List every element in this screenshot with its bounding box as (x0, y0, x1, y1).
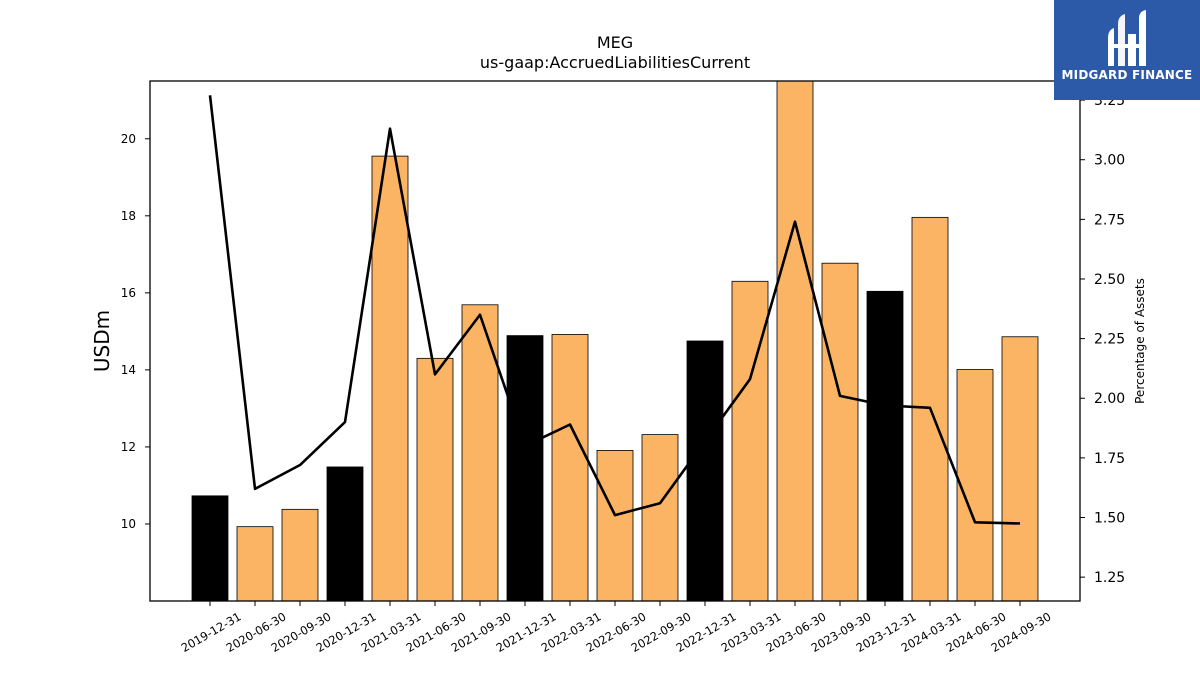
x-axis: 2019-12-312020-06-302020-09-302020-12-31… (179, 601, 1054, 655)
y2-tick-label: 2.25 (1094, 332, 1125, 348)
bars-layer (191, 80, 1039, 602)
bar-2024-06-30 (956, 369, 994, 602)
y-tick-label: 18 (121, 209, 136, 223)
y-tick-label: 20 (121, 132, 136, 146)
y2-tick-label: 3.00 (1094, 153, 1125, 169)
bar-2022-09-30 (641, 434, 679, 602)
y2-tick-label: 1.50 (1094, 511, 1125, 527)
logo-text: MIDGARD FINANCE (1061, 68, 1193, 82)
y-axis-right: 1.251.501.752.002.252.502.753.003.25 (1080, 93, 1125, 586)
bar-2021-03-31 (371, 155, 409, 602)
bar-2020-06-30 (236, 526, 274, 602)
bar-2021-12-31 (506, 335, 544, 602)
line-layer (208, 95, 1021, 525)
y2-tick-label: 2.50 (1094, 272, 1125, 288)
bar-2022-06-30 (596, 449, 634, 602)
y-axis-left: 10 12 14 16 18 20 (121, 132, 150, 531)
y-tick-label: 12 (121, 440, 136, 454)
y2-tick-label: 2.00 (1094, 391, 1125, 407)
bar-2020-09-30 (281, 508, 319, 602)
bar-2023-12-31 (866, 290, 904, 602)
bar-2023-06-30 (776, 80, 814, 602)
y-axis-label: USDm (90, 310, 114, 372)
bar-2022-03-31 (551, 334, 589, 602)
logo-mark-icon (1108, 10, 1146, 66)
bar-2023-03-31 (731, 280, 769, 602)
bar-2021-09-30 (461, 304, 499, 602)
y-tick-label: 14 (121, 363, 136, 377)
y2-tick-label: 2.75 (1094, 212, 1125, 228)
bar-2019-12-31 (191, 495, 229, 602)
y2-axis-label: Percentage of Assets (1133, 278, 1147, 404)
bar-2020-12-31 (326, 466, 364, 602)
bar-2021-06-30 (416, 357, 454, 602)
chart-title: MEG (597, 33, 633, 52)
y-tick-label: 10 (121, 517, 136, 531)
brand-logo: MIDGARD FINANCE (1054, 0, 1200, 100)
bar-2023-09-30 (821, 262, 859, 602)
chart-subtitle: us-gaap:AccruedLiabilitiesCurrent (480, 53, 750, 72)
bar-2024-09-30 (1001, 336, 1039, 602)
percentage-line (208, 95, 1021, 525)
y2-tick-label: 1.75 (1094, 451, 1125, 467)
y2-tick-label: 1.25 (1094, 570, 1125, 586)
bar-2022-12-31 (686, 340, 724, 602)
y-tick-label: 16 (121, 286, 136, 300)
